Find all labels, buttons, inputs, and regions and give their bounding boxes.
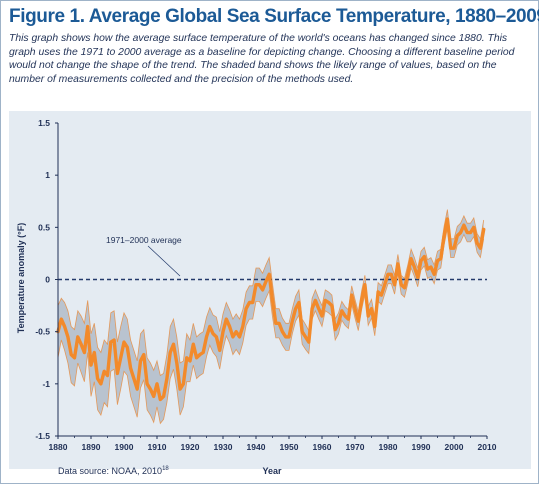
data-source-footnote: 18 bbox=[162, 466, 169, 472]
y-axis-label: Temperature anomaly (°F) bbox=[16, 223, 26, 333]
band-lower-edge bbox=[57, 228, 485, 425]
band-upper-edge bbox=[57, 209, 485, 377]
x-tick-label: 1920 bbox=[181, 442, 200, 452]
x-axis-label: Year bbox=[262, 466, 282, 476]
x-tick-label: 1980 bbox=[379, 442, 398, 452]
x-tick-label: 1970 bbox=[346, 442, 365, 452]
data-source-note: Data source: NOAA, 201018 bbox=[58, 466, 169, 476]
y-tick-label: 0 bbox=[45, 275, 50, 285]
x-tick-label: 1890 bbox=[82, 442, 101, 452]
y-tick-label: -0.5 bbox=[35, 327, 50, 337]
y-tick-label: 0.5 bbox=[38, 222, 50, 232]
uncertainty-band-group bbox=[57, 209, 485, 425]
data-source-text: Data source: NOAA, 2010 bbox=[58, 466, 163, 476]
baseline-label: 1971–2000 average bbox=[106, 235, 182, 245]
x-tick-label: 2010 bbox=[478, 442, 497, 452]
x-tick-label: 1940 bbox=[247, 442, 266, 452]
x-tick-label: 1950 bbox=[280, 442, 299, 452]
x-tick-label: 1880 bbox=[49, 442, 68, 452]
baseline-label-leader bbox=[147, 245, 181, 277]
y-tick-label: 1 bbox=[45, 170, 50, 180]
x-tick-label: 1930 bbox=[214, 442, 233, 452]
x-tick-label: 1990 bbox=[412, 442, 431, 452]
y-tick-label: 1.5 bbox=[38, 118, 50, 128]
series-line bbox=[56, 217, 486, 402]
figure-caption: This graph shows how the average surface… bbox=[9, 33, 515, 85]
series-line-group bbox=[56, 217, 486, 402]
figure-title: Figure 1. Average Global Sea Surface Tem… bbox=[9, 6, 539, 27]
y-tick-label: -1 bbox=[42, 379, 50, 389]
x-tick-label: 2000 bbox=[445, 442, 464, 452]
x-tick-label: 1900 bbox=[115, 442, 134, 452]
labels-group: Year Temperature anomaly (°F) 1971–2000 … bbox=[16, 223, 282, 476]
x-tick-label: 1960 bbox=[313, 442, 332, 452]
x-tick-label: 1910 bbox=[148, 442, 167, 452]
y-tick-label: -1.5 bbox=[35, 431, 50, 441]
